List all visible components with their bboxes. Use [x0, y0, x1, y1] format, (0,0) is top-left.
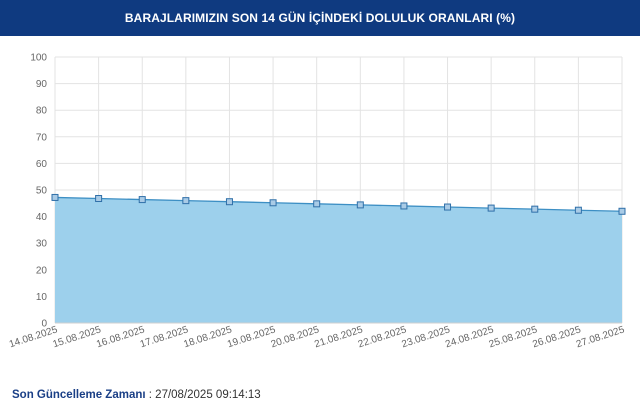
last-updated-separator: : — [145, 389, 156, 401]
y-tick-label: 70 — [36, 132, 48, 143]
data-point — [182, 197, 190, 205]
y-tick-label: 80 — [36, 106, 48, 117]
data-point — [444, 203, 452, 211]
y-tick-label: 40 — [36, 212, 48, 223]
y-tick-label: 30 — [36, 239, 48, 250]
y-tick-label: 50 — [36, 186, 48, 197]
x-tick-label: 27.08.2025 — [575, 324, 626, 350]
x-tick-label: 18.08.2025 — [182, 324, 233, 350]
data-point — [269, 199, 277, 207]
data-point — [51, 193, 59, 201]
x-tick-label: 14.08.2025 — [8, 324, 59, 350]
x-tick-label: 22.08.2025 — [357, 324, 408, 350]
series-line — [54, 196, 623, 212]
x-tick-label: 15.08.2025 — [52, 324, 103, 350]
last-updated: Son Güncelleme Zamanı : 27/08/2025 09:14… — [12, 389, 261, 401]
data-point — [138, 196, 146, 204]
x-tick-label: 16.08.2025 — [95, 324, 146, 350]
x-tick-label: 25.08.2025 — [488, 324, 539, 350]
last-updated-value: 27/08/2025 09:14:13 — [155, 389, 261, 401]
x-tick-label: 19.08.2025 — [226, 324, 277, 350]
chart-title: BARAJLARIMIZIN SON 14 GÜN İÇİNDEKİ DOLUL… — [124, 11, 516, 25]
y-tick-label: 10 — [36, 292, 48, 303]
x-tick-label: 17.08.2025 — [139, 324, 190, 350]
data-point — [487, 204, 495, 212]
y-tick-label: 60 — [36, 159, 48, 170]
y-tick-label: 20 — [36, 265, 48, 276]
x-tick-label: 23.08.2025 — [400, 324, 451, 350]
series-area — [55, 197, 622, 323]
data-point — [531, 205, 539, 213]
x-tick-label: 26.08.2025 — [531, 324, 582, 350]
data-point — [574, 206, 582, 214]
x-tick-label: 24.08.2025 — [444, 324, 495, 350]
data-point — [95, 195, 103, 203]
data-point — [313, 200, 321, 208]
data-point — [400, 202, 408, 210]
data-point — [618, 207, 626, 215]
chart-title-bar: BARAJLARIMIZIN SON 14 GÜN İÇİNDEKİ DOLUL… — [0, 0, 640, 36]
x-tick-label: 20.08.2025 — [270, 324, 321, 350]
y-tick-label: 100 — [30, 53, 47, 64]
x-tick-label: 21.08.2025 — [313, 324, 364, 350]
y-tick-label: 90 — [36, 79, 48, 90]
last-updated-label: Son Güncelleme Zamanı — [12, 389, 146, 401]
data-point — [356, 201, 364, 209]
line-area-chart: 0 10 20 30 40 50 60 70 80 90 100 14.08.202515.08.20… — [8, 53, 626, 351]
y-tick-label: 0 — [41, 319, 47, 330]
data-point — [225, 198, 233, 206]
